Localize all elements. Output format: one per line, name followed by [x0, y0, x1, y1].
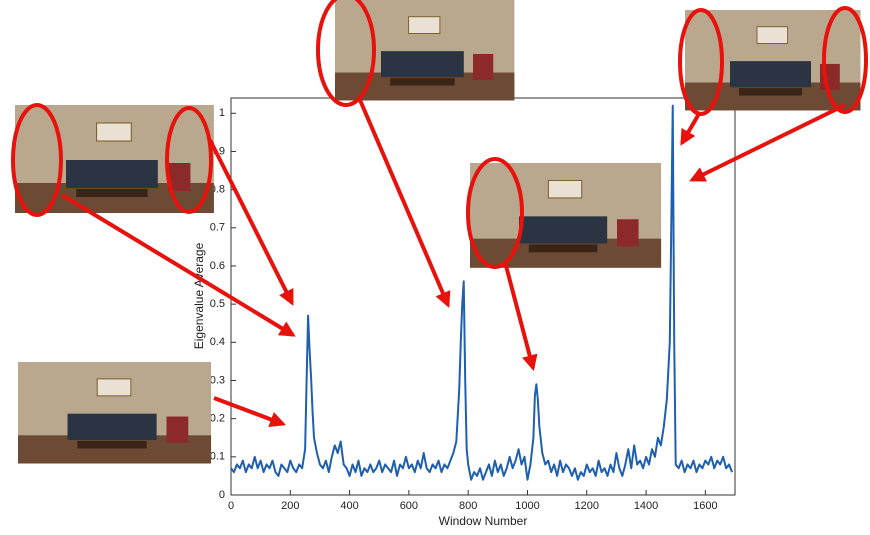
y-tick-label: 0.1: [210, 451, 225, 463]
x-axis-label: Window Number: [439, 514, 528, 528]
x-tick-label: 400: [340, 500, 358, 512]
y-tick-label: 0.7: [210, 222, 225, 234]
x-tick-label: 1600: [693, 500, 717, 512]
data-line: [230, 104, 733, 481]
x-tick-label: 1000: [515, 500, 539, 512]
y-tick-label: 0.4: [210, 336, 225, 348]
annotations: [11, 0, 868, 427]
y-tick-label: 0.3: [210, 374, 225, 386]
y-tick-label: 1: [219, 107, 225, 119]
plot-frame: [230, 97, 736, 496]
x-tick-label: 1200: [575, 500, 599, 512]
y-axis-label: Eigenvalue Average: [192, 242, 206, 349]
y-tick-label: 0: [219, 489, 225, 501]
x-tick-label: 0: [228, 500, 234, 512]
y-tick-label: 0.5: [210, 298, 225, 310]
x-tick-label: 600: [400, 500, 418, 512]
x-tick-label: 200: [281, 500, 299, 512]
x-tick-label: 1400: [634, 500, 658, 512]
y-tick-label: 0.6: [210, 260, 225, 272]
y-tick-label: 0.2: [210, 413, 225, 425]
x-tick-label: 800: [459, 500, 477, 512]
